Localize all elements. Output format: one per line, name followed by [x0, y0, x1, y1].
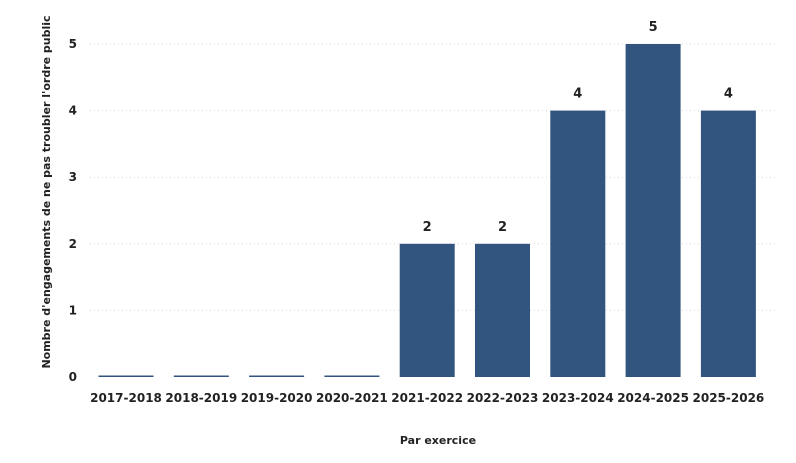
y-axis-title: Nombre d'engagements de ne pas troubler …	[40, 15, 53, 368]
bar-2024-2025	[625, 44, 681, 377]
bar-2017-2018	[98, 375, 154, 377]
y-tick-label: 2	[69, 237, 77, 251]
data-labels: 2 2 4 5 4	[423, 20, 733, 235]
x-tick-label: 2017-2018	[90, 391, 162, 405]
y-tick-label: 3	[69, 170, 77, 184]
bars	[98, 44, 756, 377]
data-label: 4	[573, 87, 582, 102]
bar-2025-2026	[700, 110, 756, 377]
y-tick-label: 5	[69, 37, 77, 51]
x-tick-label: 2019-2020	[241, 391, 313, 405]
x-tick-label: 2020-2021	[316, 391, 388, 405]
y-tick-label: 0	[69, 370, 77, 384]
bar-2023-2024	[550, 110, 606, 377]
bar-2018-2019	[173, 375, 229, 377]
x-axis-title: Par exercice	[400, 434, 476, 447]
x-tick-label: 2018-2019	[165, 391, 237, 405]
x-tick-label: 2022-2023	[467, 391, 539, 405]
data-label: 4	[724, 87, 733, 102]
data-label: 2	[423, 220, 432, 235]
y-axis-ticks: 0 1 2 3 4 5	[69, 37, 77, 384]
x-tick-label: 2025-2026	[693, 391, 765, 405]
data-label: 5	[649, 20, 658, 35]
x-tick-label: 2024-2025	[617, 391, 689, 405]
bar-2020-2021	[324, 375, 380, 377]
y-tick-label: 4	[69, 104, 77, 118]
bar-2022-2023	[475, 243, 530, 377]
bar-2021-2022	[399, 243, 455, 377]
x-tick-label: 2023-2024	[542, 391, 614, 405]
x-axis-ticks: 2017-2018 2018-2019 2019-2020 2020-2021 2021…	[90, 391, 764, 405]
y-tick-label: 1	[69, 303, 77, 317]
bar-2019-2020	[249, 375, 305, 377]
x-tick-label: 2021-2022	[391, 391, 463, 405]
data-label: 2	[498, 220, 507, 235]
